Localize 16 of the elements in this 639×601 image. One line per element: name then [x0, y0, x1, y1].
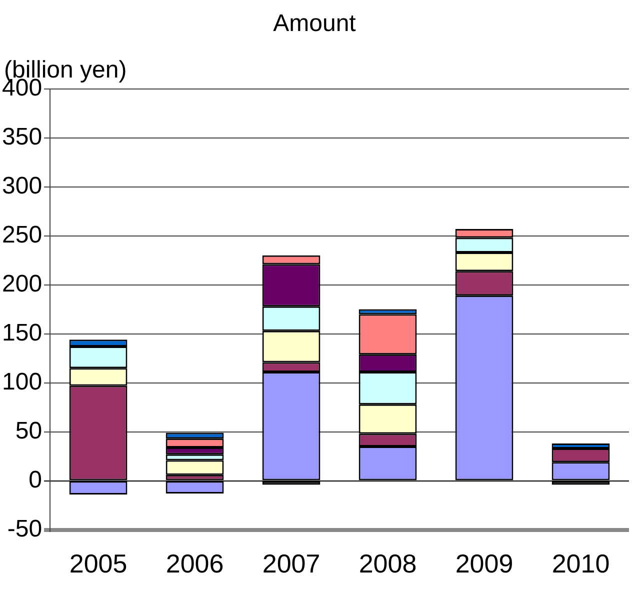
y-tick-label: 200	[2, 270, 42, 298]
y-tick-label: 150	[2, 319, 42, 346]
x-tick-label: 2010	[552, 548, 610, 579]
x-tick-label: 2006	[166, 548, 224, 579]
y-tick-label: 350	[2, 123, 42, 150]
y-tick-label: -50	[7, 515, 42, 542]
y-tick-label: 0	[28, 466, 42, 494]
x-tick-label: 2005	[69, 548, 128, 579]
x-tick-label: 2009	[455, 548, 514, 579]
y-tick-label: 100	[2, 368, 42, 396]
y-tick-label: 250	[2, 221, 42, 248]
chart-title: Amount	[273, 10, 356, 38]
x-tick-label: 2008	[358, 548, 417, 579]
y-tick-label: 300	[2, 172, 42, 200]
y-tick-label: 50	[15, 417, 42, 444]
x-tick-label: 2007	[262, 548, 320, 579]
